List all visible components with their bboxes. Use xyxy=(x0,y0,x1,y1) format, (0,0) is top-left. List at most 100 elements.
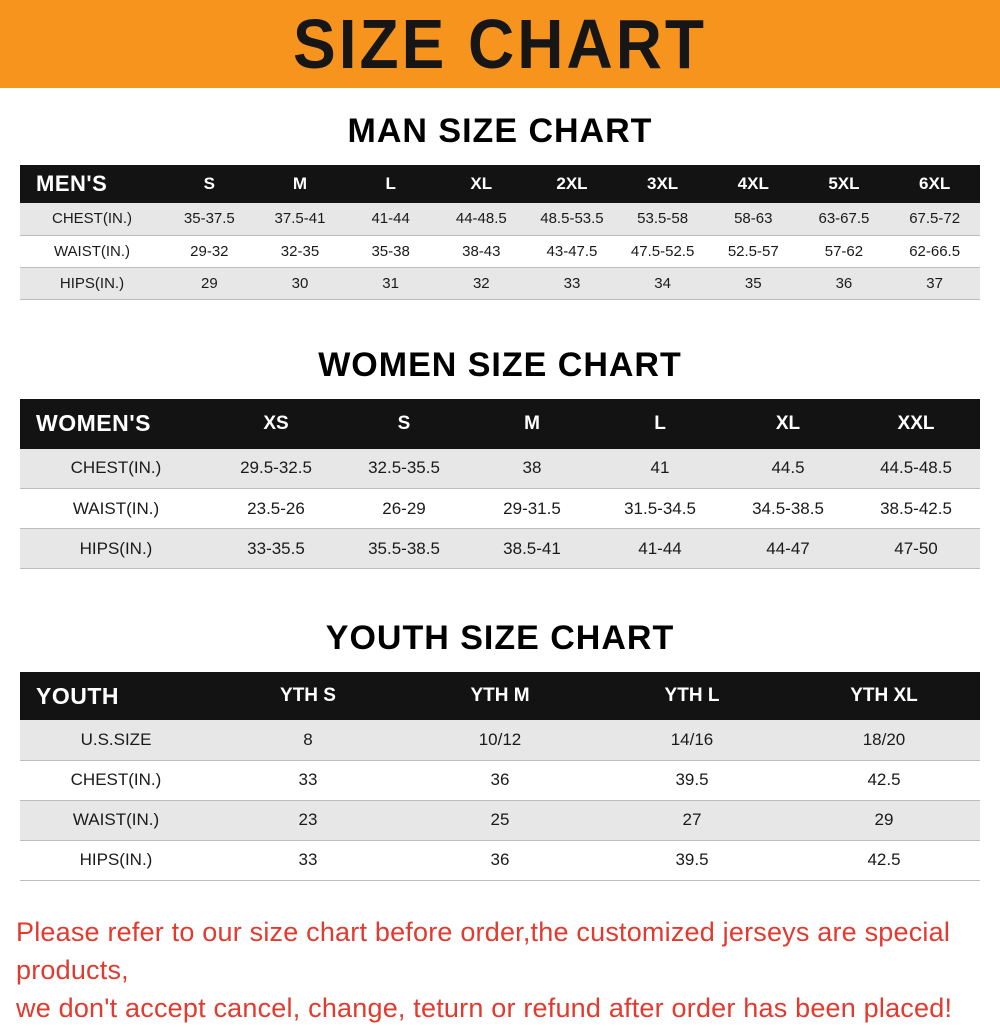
size-value-cell: 29 xyxy=(164,267,255,299)
size-header-cell: M xyxy=(468,399,596,449)
man-size-table: MEN'S S M L XL 2XL 3XL 4XL 5XL 6XL CHEST… xyxy=(20,165,980,300)
size-value-cell: 35-38 xyxy=(345,235,436,267)
size-header-cell: S xyxy=(164,165,255,203)
size-header-cell: 5XL xyxy=(799,165,890,203)
size-chart-title: SIZE CHART xyxy=(293,4,707,84)
measure-label-cell: WAIST(IN.) xyxy=(20,800,212,840)
size-value-cell: 63-67.5 xyxy=(799,203,890,235)
size-value-cell: 41 xyxy=(596,449,724,489)
size-value-cell: 8 xyxy=(212,720,404,760)
size-value-cell: 43-47.5 xyxy=(527,235,618,267)
measure-label-cell: CHEST(IN.) xyxy=(20,449,212,489)
size-header-cell: YTH M xyxy=(404,672,596,720)
size-value-cell: 48.5-53.5 xyxy=(527,203,618,235)
man-waist-row: WAIST(IN.) 29-32 32-35 35-38 38-43 43-47… xyxy=(20,235,980,267)
size-value-cell: 37.5-41 xyxy=(255,203,346,235)
youth-header-row: YOUTH YTH S YTH M YTH L YTH XL xyxy=(20,672,980,720)
size-value-cell: 29 xyxy=(788,800,980,840)
size-value-cell: 47.5-52.5 xyxy=(617,235,708,267)
size-header-cell: 3XL xyxy=(617,165,708,203)
size-value-cell: 38.5-41 xyxy=(468,529,596,569)
size-value-cell: 57-62 xyxy=(799,235,890,267)
measure-label-cell: WAIST(IN.) xyxy=(20,489,212,529)
women-waist-row: WAIST(IN.) 23.5-26 26-29 29-31.5 31.5-34… xyxy=(20,489,980,529)
measure-label-cell: HIPS(IN.) xyxy=(20,840,212,880)
size-value-cell: 53.5-58 xyxy=(617,203,708,235)
size-value-cell: 23.5-26 xyxy=(212,489,340,529)
size-value-cell: 44.5-48.5 xyxy=(852,449,980,489)
size-header-cell: 6XL xyxy=(889,165,980,203)
youth-chest-row: CHEST(IN.) 33 36 39.5 42.5 xyxy=(20,760,980,800)
size-value-cell: 33 xyxy=(212,840,404,880)
size-value-cell: 38-43 xyxy=(436,235,527,267)
man-chart-title: MAN SIZE CHART xyxy=(0,112,1000,151)
measure-label-cell: HIPS(IN.) xyxy=(20,529,212,569)
size-value-cell: 18/20 xyxy=(788,720,980,760)
size-value-cell: 34 xyxy=(617,267,708,299)
size-header-cell: 4XL xyxy=(708,165,799,203)
size-header-cell: YTH L xyxy=(596,672,788,720)
size-value-cell: 39.5 xyxy=(596,840,788,880)
women-size-table: WOMEN'S XS S M L XL XXL CHEST(IN.) 29.5-… xyxy=(20,399,980,570)
size-value-cell: 35-37.5 xyxy=(164,203,255,235)
size-value-cell: 30 xyxy=(255,267,346,299)
size-value-cell: 32 xyxy=(436,267,527,299)
size-value-cell: 39.5 xyxy=(596,760,788,800)
youth-size-table: YOUTH YTH S YTH M YTH L YTH XL U.S.SIZE … xyxy=(20,672,980,881)
size-header-cell: XS xyxy=(212,399,340,449)
size-value-cell: 42.5 xyxy=(788,760,980,800)
disclaimer-line: we don't accept cancel, change, teturn o… xyxy=(16,989,986,1027)
size-value-cell: 38 xyxy=(468,449,596,489)
women-chest-row: CHEST(IN.) 29.5-32.5 32.5-35.5 38 41 44.… xyxy=(20,449,980,489)
size-value-cell: 62-66.5 xyxy=(889,235,980,267)
size-value-cell: 14/16 xyxy=(596,720,788,760)
disclaimer: Please refer to our size chart before or… xyxy=(16,913,986,1027)
size-header-cell: XL xyxy=(436,165,527,203)
size-header-cell: S xyxy=(340,399,468,449)
size-value-cell: 27 xyxy=(596,800,788,840)
size-value-cell: 33 xyxy=(527,267,618,299)
youth-ussize-row: U.S.SIZE 8 10/12 14/16 18/20 xyxy=(20,720,980,760)
size-header-cell: YTH S xyxy=(212,672,404,720)
measure-label-cell: WAIST(IN.) xyxy=(20,235,164,267)
size-value-cell: 31 xyxy=(345,267,436,299)
size-value-cell: 44-48.5 xyxy=(436,203,527,235)
man-hips-row: HIPS(IN.) 29 30 31 32 33 34 35 36 37 xyxy=(20,267,980,299)
women-table-corner-label: WOMEN'S xyxy=(20,399,212,449)
youth-waist-row: WAIST(IN.) 23 25 27 29 xyxy=(20,800,980,840)
size-value-cell: 23 xyxy=(212,800,404,840)
size-value-cell: 34.5-38.5 xyxy=(724,489,852,529)
size-value-cell: 67.5-72 xyxy=(889,203,980,235)
youth-table-corner-label: YOUTH xyxy=(20,672,212,720)
size-header-cell: L xyxy=(596,399,724,449)
size-header-cell: L xyxy=(345,165,436,203)
size-value-cell: 38.5-42.5 xyxy=(852,489,980,529)
size-value-cell: 33-35.5 xyxy=(212,529,340,569)
size-value-cell: 26-29 xyxy=(340,489,468,529)
size-value-cell: 29.5-32.5 xyxy=(212,449,340,489)
size-value-cell: 41-44 xyxy=(596,529,724,569)
size-value-cell: 35.5-38.5 xyxy=(340,529,468,569)
size-value-cell: 36 xyxy=(404,760,596,800)
size-value-cell: 32.5-35.5 xyxy=(340,449,468,489)
man-table-corner-label: MEN'S xyxy=(20,165,164,203)
size-value-cell: 36 xyxy=(404,840,596,880)
measure-label-cell: CHEST(IN.) xyxy=(20,760,212,800)
size-value-cell: 44.5 xyxy=(724,449,852,489)
man-header-row: MEN'S S M L XL 2XL 3XL 4XL 5XL 6XL xyxy=(20,165,980,203)
size-value-cell: 36 xyxy=(799,267,890,299)
size-value-cell: 25 xyxy=(404,800,596,840)
man-chest-row: CHEST(IN.) 35-37.5 37.5-41 41-44 44-48.5… xyxy=(20,203,980,235)
measure-label-cell: CHEST(IN.) xyxy=(20,203,164,235)
size-header-cell: XXL xyxy=(852,399,980,449)
size-header-cell: 2XL xyxy=(527,165,618,203)
size-value-cell: 29-31.5 xyxy=(468,489,596,529)
size-value-cell: 37 xyxy=(889,267,980,299)
women-header-row: WOMEN'S XS S M L XL XXL xyxy=(20,399,980,449)
size-value-cell: 52.5-57 xyxy=(708,235,799,267)
disclaimer-line: Please refer to our size chart before or… xyxy=(16,913,986,990)
size-value-cell: 44-47 xyxy=(724,529,852,569)
measure-label-cell: U.S.SIZE xyxy=(20,720,212,760)
youth-hips-row: HIPS(IN.) 33 36 39.5 42.5 xyxy=(20,840,980,880)
size-value-cell: 47-50 xyxy=(852,529,980,569)
